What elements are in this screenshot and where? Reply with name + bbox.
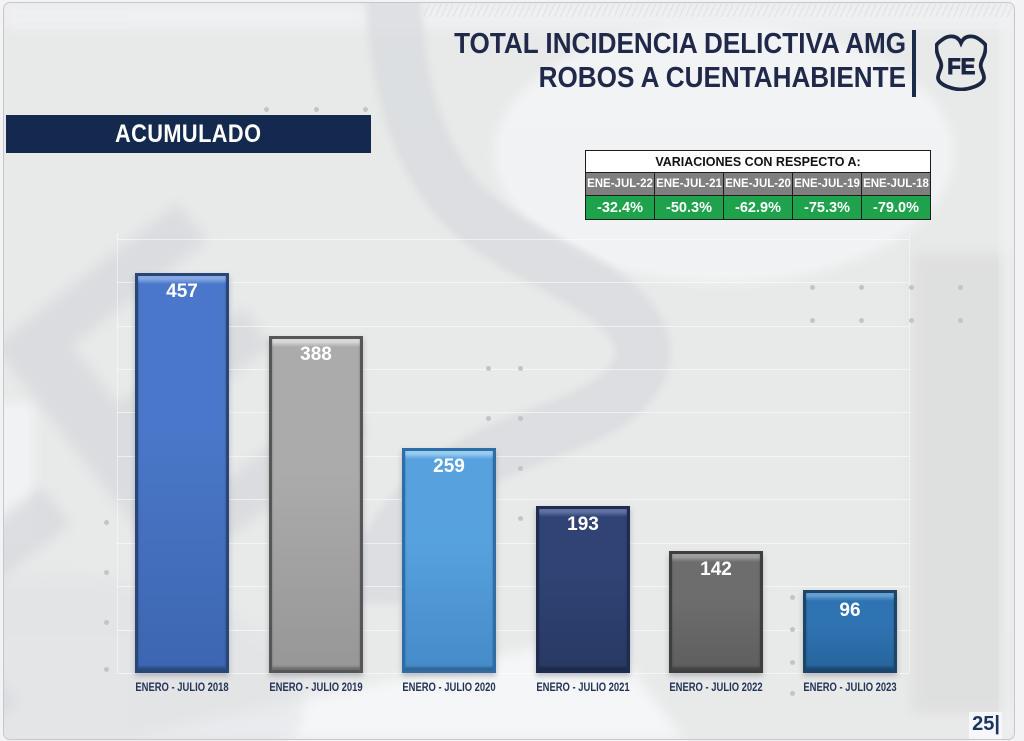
svg-text:FE: FE [947, 54, 975, 79]
